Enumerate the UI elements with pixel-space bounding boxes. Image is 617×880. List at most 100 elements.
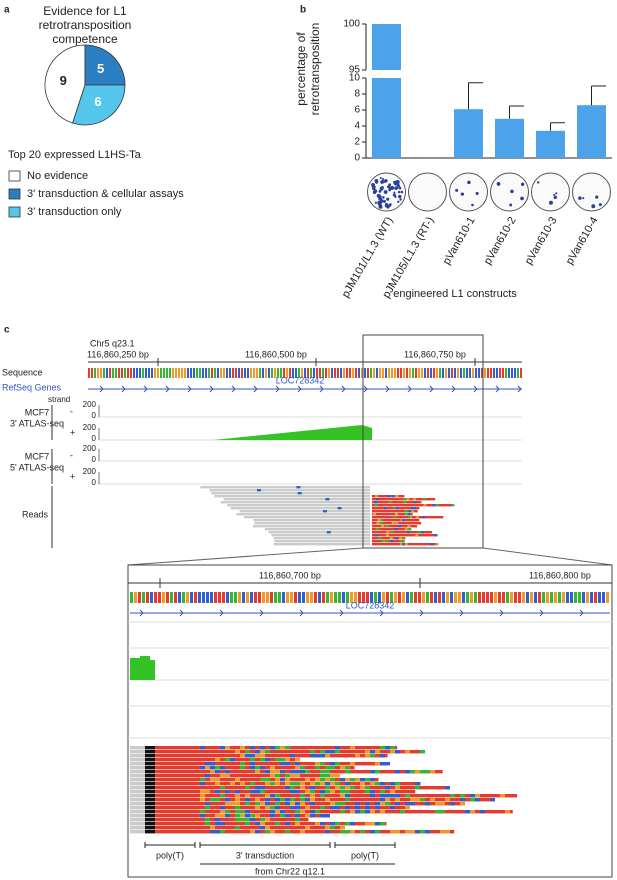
base	[234, 592, 237, 603]
read	[130, 794, 145, 798]
base	[460, 368, 462, 378]
base	[424, 368, 426, 378]
strand-sign: +	[70, 471, 75, 481]
base	[554, 592, 557, 603]
base	[172, 368, 174, 378]
mismatch	[265, 794, 270, 798]
strand-sign: +	[70, 427, 75, 437]
mismatch	[326, 531, 331, 534]
mismatch	[432, 504, 436, 507]
mismatch	[425, 802, 430, 806]
colony	[382, 196, 385, 199]
base	[474, 592, 477, 603]
clipped-read	[155, 754, 388, 758]
base	[394, 592, 397, 603]
mismatch	[398, 537, 402, 540]
read	[130, 778, 145, 782]
mismatch	[295, 766, 300, 770]
read	[130, 750, 145, 754]
base	[198, 592, 201, 603]
base	[514, 592, 517, 603]
base	[214, 368, 216, 378]
pie-slice	[44, 44, 86, 124]
colony	[520, 196, 524, 201]
mismatch	[220, 746, 225, 750]
base	[190, 368, 192, 378]
mismatch	[290, 774, 295, 778]
mismatch	[440, 802, 445, 806]
mismatch	[245, 802, 250, 806]
base	[232, 368, 234, 378]
mismatch	[290, 802, 295, 806]
base	[112, 368, 114, 378]
x-tick-label: pVan610-2	[482, 215, 519, 267]
mismatch	[374, 501, 378, 504]
mismatch	[240, 746, 245, 750]
zoom-region	[362, 334, 484, 549]
mismatch	[205, 790, 210, 794]
mismatch	[260, 750, 265, 754]
mismatch	[390, 750, 395, 754]
mismatch	[370, 778, 375, 782]
colony	[398, 186, 402, 190]
mismatch	[395, 802, 400, 806]
base	[598, 592, 601, 603]
mismatch	[385, 786, 390, 790]
mismatch	[415, 534, 419, 537]
colony	[537, 181, 540, 184]
mismatch	[350, 746, 355, 750]
base	[379, 368, 381, 378]
mismatch	[345, 766, 350, 770]
base	[178, 592, 181, 603]
mismatch	[295, 770, 300, 774]
base	[470, 592, 473, 603]
mismatch	[350, 778, 355, 782]
base	[487, 368, 489, 378]
gene-arrow	[297, 385, 302, 393]
base	[187, 368, 189, 378]
base	[286, 592, 289, 603]
mismatch	[200, 746, 205, 750]
strand-sign: -	[70, 450, 73, 460]
mismatch	[280, 810, 285, 814]
colony	[393, 191, 396, 194]
mismatch	[460, 794, 465, 798]
mismatch	[355, 810, 360, 814]
mismatch	[200, 790, 205, 794]
mismatch	[295, 806, 300, 810]
colony	[383, 190, 388, 194]
mismatch	[245, 794, 250, 798]
base	[186, 592, 189, 603]
legend-swatch	[8, 206, 21, 218]
mismatch	[345, 806, 350, 810]
base	[382, 592, 385, 603]
mismatch	[412, 498, 416, 501]
mismatch	[325, 814, 330, 818]
mismatch	[406, 498, 410, 501]
base	[283, 368, 285, 378]
mismatch	[370, 790, 375, 794]
base	[146, 592, 149, 603]
mismatch	[235, 818, 240, 822]
mismatch	[325, 826, 330, 830]
mismatch	[295, 822, 300, 826]
colony	[383, 180, 387, 183]
mismatch	[245, 786, 250, 790]
mismatch	[205, 774, 210, 778]
mismatch	[295, 818, 300, 822]
gene-arrow	[143, 385, 148, 393]
base	[145, 368, 147, 378]
cov-tick: 200	[83, 467, 97, 476]
mismatch	[420, 770, 425, 774]
base	[318, 592, 321, 603]
base	[346, 592, 349, 603]
base	[406, 592, 409, 603]
mismatch	[425, 830, 430, 834]
mismatch	[370, 782, 375, 786]
mismatch	[205, 818, 210, 822]
mismatch	[365, 822, 370, 826]
mismatch	[290, 786, 295, 790]
mismatch	[315, 766, 320, 770]
mismatch	[265, 818, 270, 822]
mismatch	[400, 519, 404, 522]
